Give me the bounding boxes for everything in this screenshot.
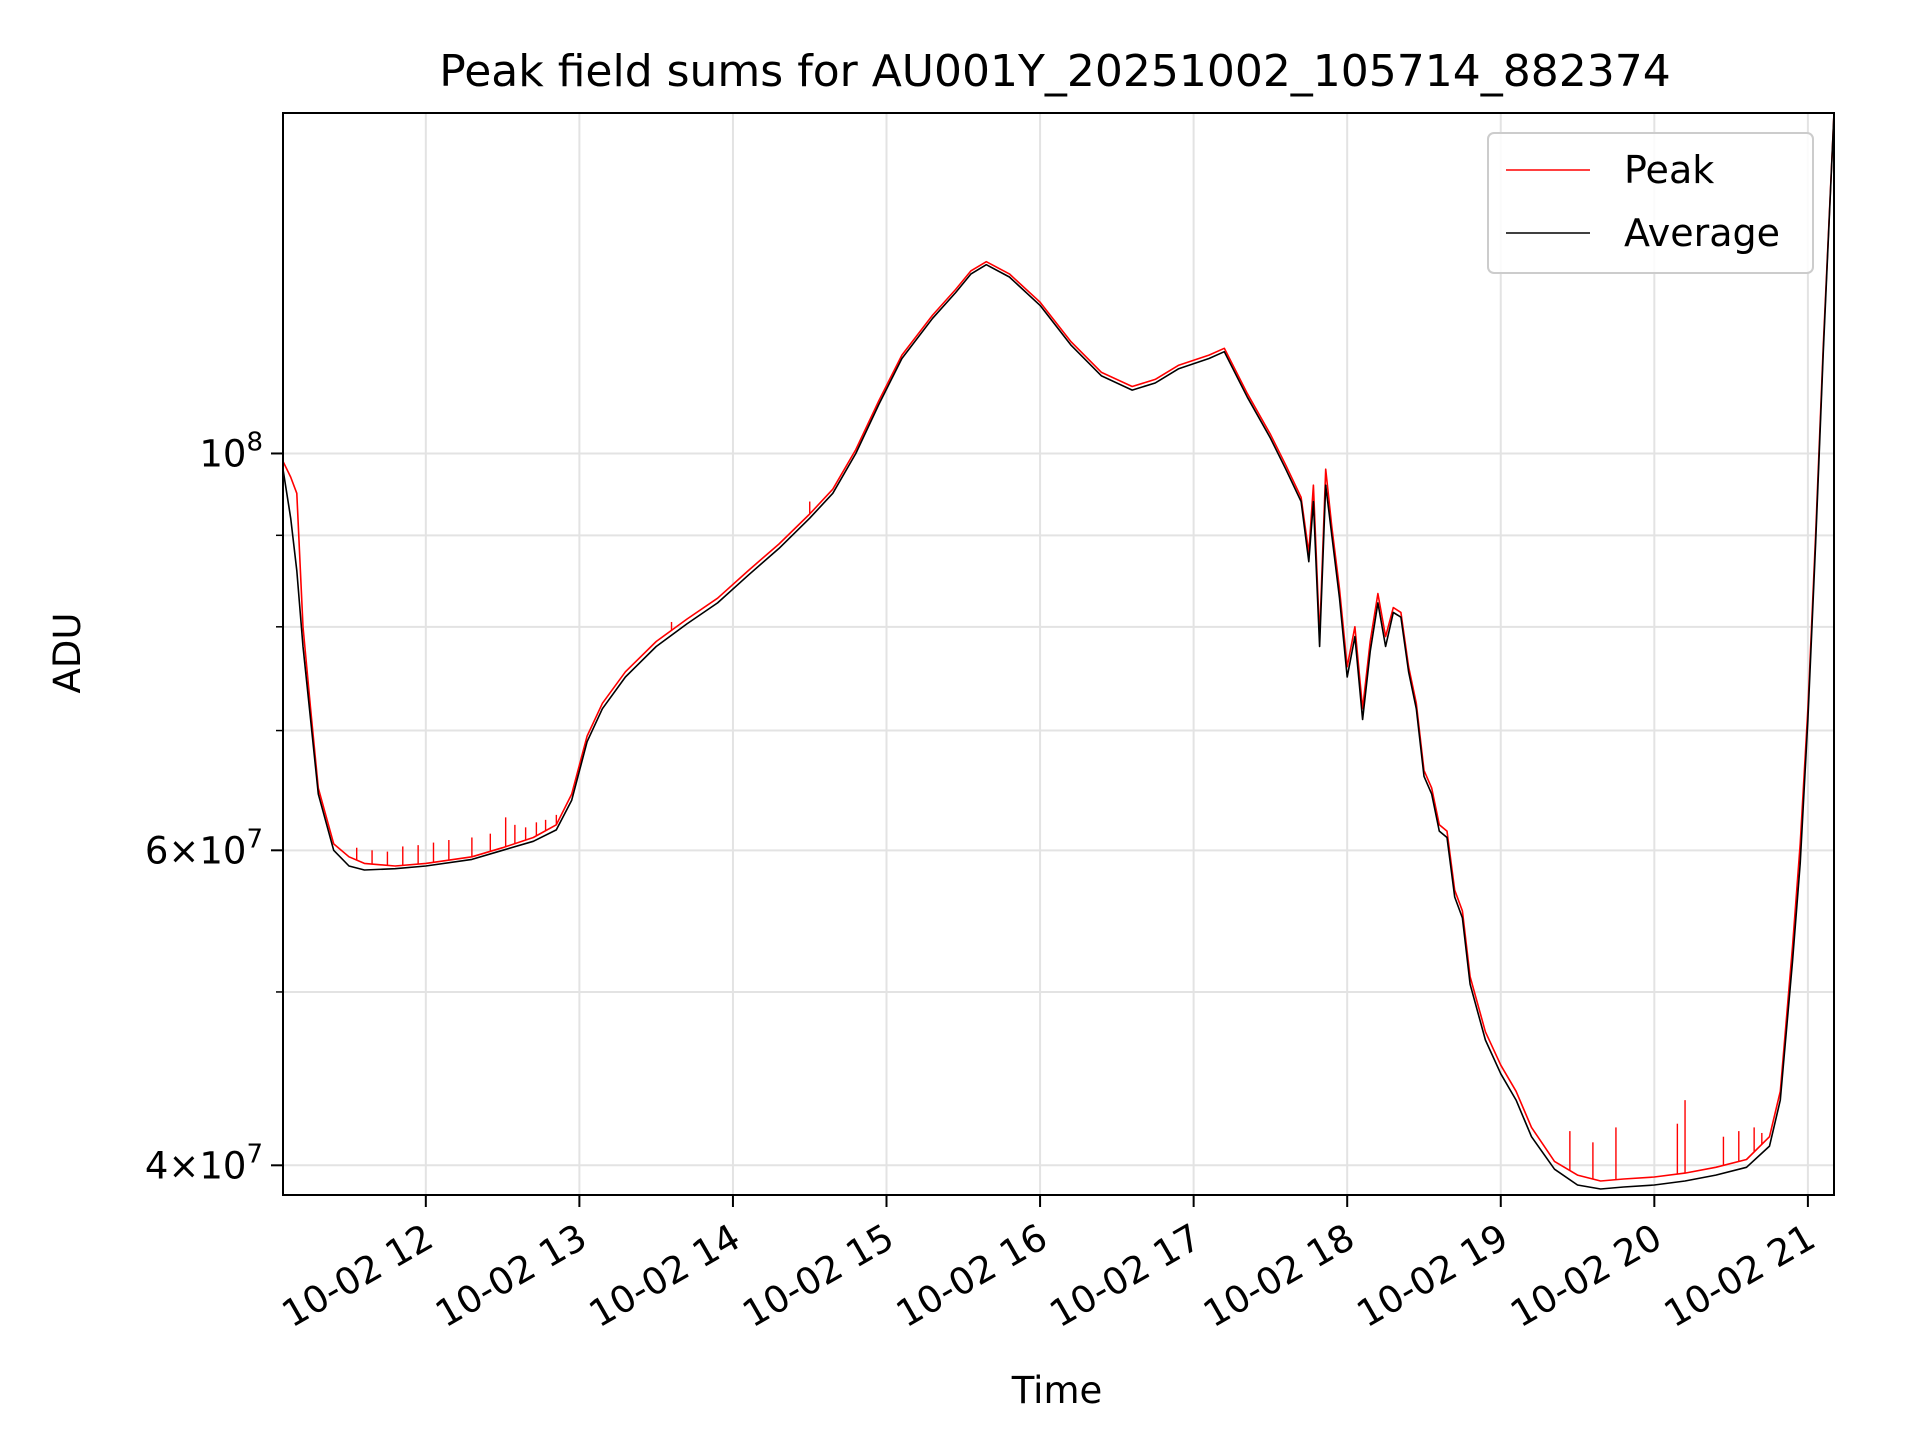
legend: Peak Average [1487, 132, 1814, 274]
y-tick-label: 4×107 [145, 1139, 263, 1187]
peak-series-line [282, 112, 1835, 1182]
legend-peak-label: Peak [1624, 148, 1714, 192]
y-tick-label: 6×107 [145, 824, 263, 872]
y-tick-label: 108 [199, 427, 263, 475]
legend-box [1487, 132, 1814, 274]
plot-frame [282, 112, 1835, 1196]
chart-title: Peak field sums for AU001Y_20251002_1057… [439, 46, 1671, 97]
grid [283, 113, 1834, 1195]
legend-average-label: Average [1624, 211, 1780, 255]
average-series-line [282, 112, 1835, 1190]
series-layer [282, 112, 1835, 1190]
y-axis-label: ADU [46, 613, 89, 694]
x-axis-label: Time [1011, 1369, 1103, 1412]
